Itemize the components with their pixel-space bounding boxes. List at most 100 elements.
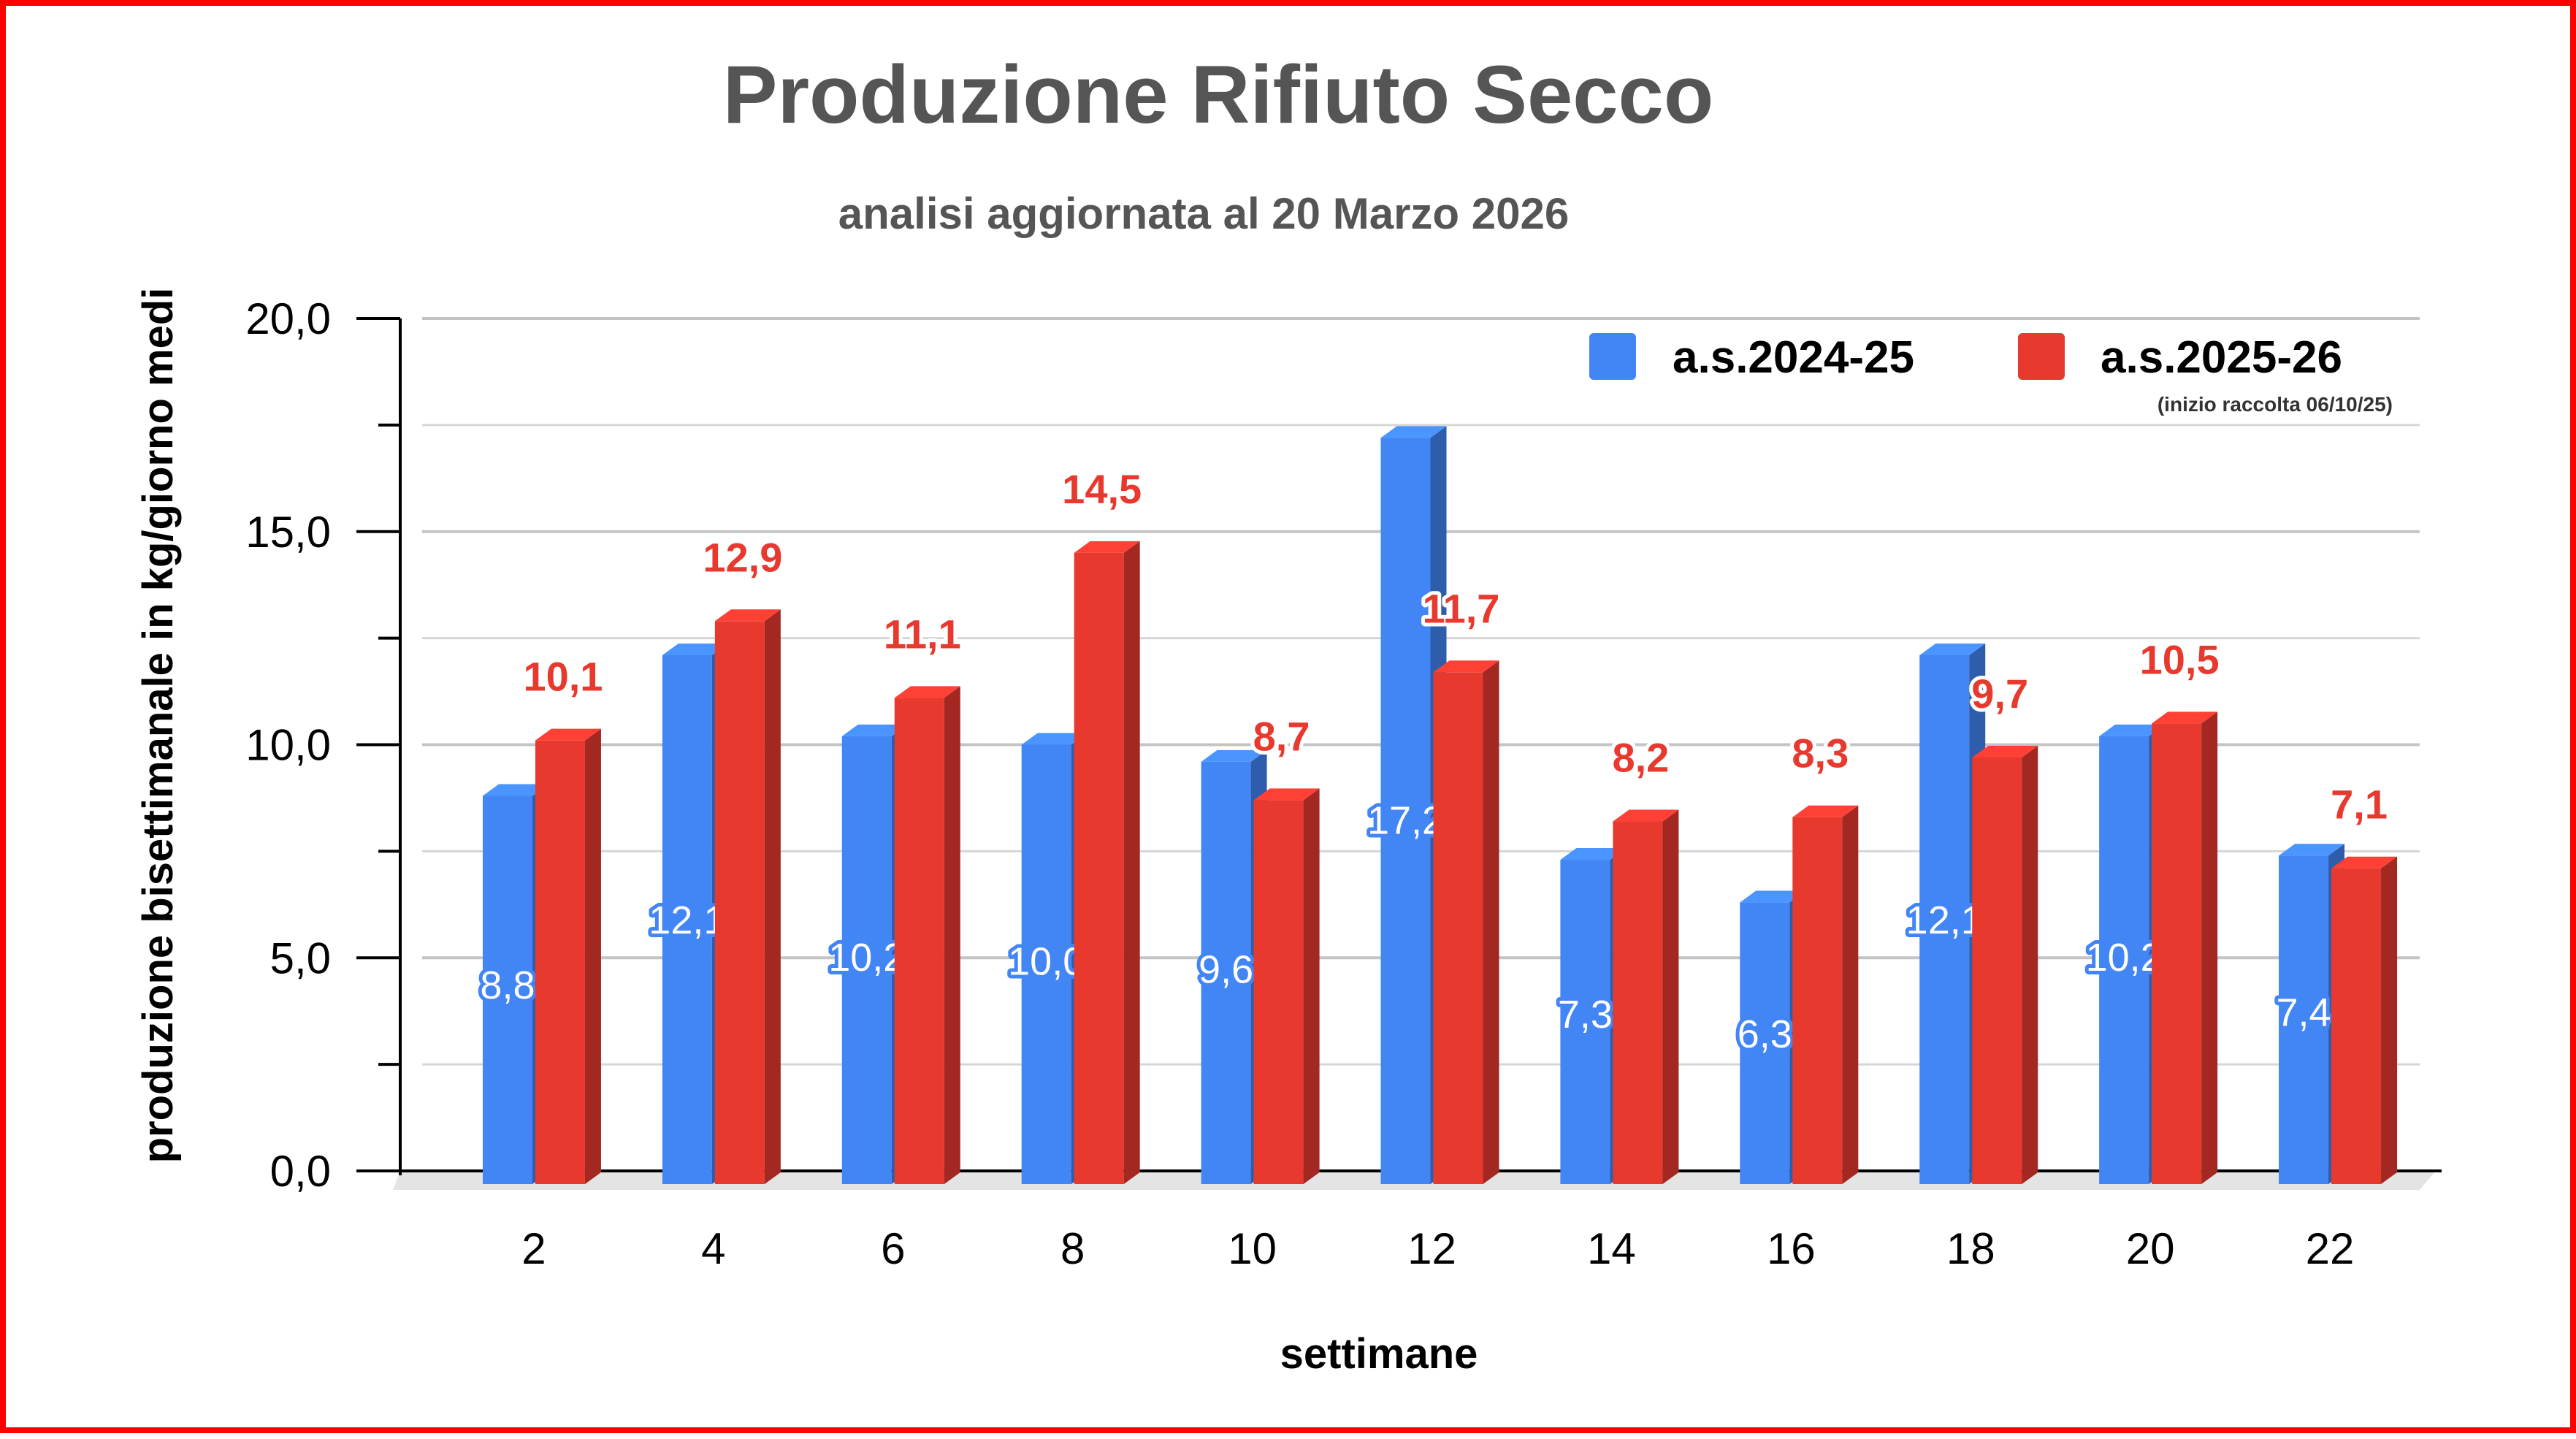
- x-axis-label: settimane: [1280, 1330, 1478, 1378]
- data-label-series-2: 9,7: [1971, 671, 2028, 717]
- bar-top: [2279, 844, 2345, 856]
- legend-swatch-series-1: [1589, 333, 1636, 380]
- bar-top: [1919, 643, 1986, 655]
- x-tick-label: 8: [1060, 1224, 1085, 1273]
- bar-front: [2099, 736, 2149, 1184]
- bar-side: [1123, 541, 1140, 1184]
- x-tick-label: 2: [521, 1224, 546, 1273]
- bar-front: [1613, 821, 1663, 1184]
- data-label-series-2: 10,5: [2140, 636, 2220, 682]
- bar-top: [1253, 788, 1320, 801]
- data-label-series-2: 7,1: [2331, 782, 2388, 828]
- bar-front: [2331, 868, 2382, 1184]
- legend-label-series-1: a.s.2024-25: [1673, 332, 1914, 383]
- bar-top: [1021, 733, 1088, 745]
- bar-front: [482, 795, 532, 1184]
- x-axis-ticks: 2 4 6 8 10 12 14 16 18 20 22: [521, 1224, 2354, 1273]
- bar-top: [1380, 426, 1447, 438]
- data-label-series-1: 9,6: [1199, 947, 1253, 991]
- bar-front: [714, 621, 765, 1184]
- x-tick-label: 18: [1946, 1224, 1995, 1273]
- data-label-series-1: 12,1: [1906, 898, 1983, 942]
- legend-swatch-series-2: [2018, 333, 2065, 380]
- data-label-series-1: 7,3: [1558, 993, 1613, 1037]
- bar-chart: Produzione Rifiuto Secco analisi aggiorn…: [134, 49, 2442, 1378]
- data-label-series-2: 8,7: [1253, 713, 1310, 759]
- bar-top: [1560, 848, 1627, 860]
- data-label-series-2: 8,2: [1612, 735, 1669, 781]
- bar-top: [662, 643, 728, 655]
- y-tick-label: 0,0: [270, 1147, 331, 1196]
- bar-side: [1483, 660, 1499, 1184]
- bar-front: [535, 740, 585, 1184]
- bar-front: [1074, 552, 1124, 1184]
- x-tick-label: 20: [2126, 1224, 2175, 1273]
- bar-top: [714, 609, 781, 622]
- bar-top: [894, 686, 960, 698]
- data-label-series-2: 8,3: [1792, 730, 1849, 776]
- x-tick-label: 12: [1407, 1224, 1456, 1273]
- bar-side: [764, 609, 781, 1184]
- data-label-series-1: 6,3: [1738, 1012, 1792, 1056]
- x-tick-label: 16: [1767, 1224, 1816, 1273]
- data-label-series-1: 10,2: [828, 936, 905, 980]
- data-label-series-1: 10,0: [1008, 940, 1085, 984]
- x-tick-label: 10: [1228, 1224, 1277, 1273]
- y-tick-label: 15,0: [245, 508, 331, 557]
- bar-top: [2099, 724, 2166, 736]
- data-label-series-2: 11,7: [1423, 585, 1500, 631]
- bar-top: [1433, 660, 1499, 673]
- data-label-series-1: 8,8: [480, 963, 535, 1007]
- data-label-series-2: 10,1: [523, 654, 603, 700]
- bar-side: [584, 728, 601, 1184]
- bar-side: [1303, 788, 1320, 1184]
- bar-top: [535, 728, 601, 741]
- bar-top: [2152, 711, 2218, 724]
- bars-group: 8,8 10,1 12,1 12,9 10,2 11,1 10,0 14,5 9,6 8,7 17,…: [476, 426, 2398, 1184]
- bar-side: [2201, 711, 2218, 1184]
- y-tick-label: 20,0: [245, 294, 331, 343]
- bar-side: [944, 686, 960, 1184]
- bar-front: [1919, 654, 1970, 1184]
- bar-front: [894, 698, 944, 1184]
- bar-side: [1842, 805, 1859, 1184]
- bar-top: [1074, 541, 1140, 553]
- bar-top: [841, 724, 908, 736]
- bar-top: [1613, 809, 1679, 822]
- y-tick-label: 10,0: [245, 721, 331, 770]
- y-tick-label: 5,0: [270, 934, 331, 982]
- bar-front: [1201, 761, 1251, 1184]
- bar-side: [1662, 809, 1679, 1184]
- bar-top: [1972, 746, 2038, 758]
- bar-top: [1792, 805, 1859, 817]
- data-label-series-2: 11,1: [884, 611, 961, 657]
- x-tick-label: 14: [1587, 1224, 1636, 1273]
- bar-front: [1740, 902, 1790, 1184]
- bar-side: [2022, 746, 2038, 1184]
- bar-front: [2152, 723, 2202, 1184]
- bar-top: [482, 784, 549, 796]
- legend-label-series-2: a.s.2025-26: [2101, 332, 2342, 383]
- chart-title: Produzione Rifiuto Secco: [723, 49, 1714, 140]
- bar-front: [1792, 817, 1843, 1184]
- bar-front: [2279, 855, 2329, 1184]
- bar-front: [1972, 757, 2022, 1184]
- y-axis-label: produzione bisettimanale in kg/giorno me…: [134, 288, 182, 1164]
- bar-top: [1740, 890, 1806, 903]
- bar-front: [1433, 672, 1483, 1184]
- bar-front: [1380, 438, 1431, 1184]
- data-label-series-1: 17,2: [1367, 798, 1444, 842]
- data-label-series-2: 14,5: [1062, 466, 1142, 512]
- legend: a.s.2024-25 a.s.2025-26 (inizio raccolta…: [1589, 332, 2393, 416]
- data-label-series-1: 10,2: [2086, 936, 2163, 980]
- data-label-series-1: 12,1: [649, 898, 725, 942]
- bar-front: [841, 736, 892, 1184]
- x-tick-label: 4: [701, 1224, 725, 1273]
- bar-front: [662, 654, 712, 1184]
- bar-front: [1253, 800, 1304, 1184]
- chart-subtitle: analisi aggiornata al 20 Marzo 2026: [838, 189, 1569, 238]
- x-tick-label: 22: [2306, 1224, 2355, 1273]
- bar-side: [2381, 856, 2398, 1184]
- bar-front: [1560, 860, 1610, 1184]
